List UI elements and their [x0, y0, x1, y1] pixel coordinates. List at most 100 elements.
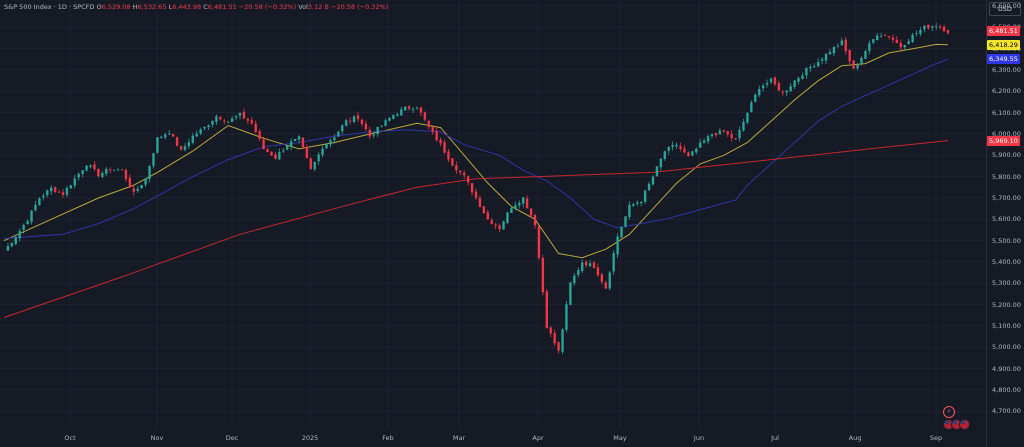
candlestick — [545, 288, 548, 329]
candlestick — [309, 156, 312, 170]
candlestick — [22, 223, 25, 234]
candlestick — [482, 205, 486, 214]
candlestick — [675, 142, 678, 149]
candlestick — [266, 147, 269, 153]
candlestick — [404, 106, 407, 111]
candlestick — [203, 126, 206, 131]
candlestick — [179, 145, 183, 152]
candlestick — [588, 259, 592, 268]
candlestick — [801, 72, 804, 80]
candlestick — [761, 83, 765, 92]
candlestick — [632, 203, 635, 207]
candlestick — [65, 185, 69, 198]
candlestick — [836, 43, 840, 48]
candlestick — [34, 201, 37, 212]
candlestick — [537, 225, 541, 260]
candlestick — [533, 213, 537, 229]
candlestick — [879, 32, 883, 38]
candlestick — [313, 161, 316, 172]
candlestick — [636, 200, 639, 206]
candlestick — [18, 228, 21, 242]
x-tick-label: 2025 — [301, 434, 319, 442]
candlestick — [809, 64, 812, 72]
y-tick-label: 4,900.00 — [992, 364, 1021, 373]
candlestick — [435, 127, 438, 142]
economic-events[interactable] — [943, 419, 973, 430]
price-tag: 6,481.51 — [987, 26, 1020, 37]
candlestick — [679, 142, 682, 152]
candlestick — [596, 263, 600, 277]
candlestick — [195, 130, 198, 138]
candlestick — [160, 135, 163, 139]
candlestick — [116, 167, 120, 171]
candlestick — [148, 164, 151, 183]
symbol-title[interactable]: S&P 500 Index · 1D · SPCFD — [4, 3, 95, 11]
close-label: C — [203, 3, 208, 11]
y-tick-label: 5,700.00 — [992, 194, 1021, 202]
candlestick — [345, 118, 348, 127]
candlestick — [573, 273, 576, 286]
y-tick-label: 5,800.00 — [992, 172, 1021, 181]
candlestick — [105, 167, 108, 176]
candlestick — [895, 35, 899, 44]
candlestick — [604, 280, 607, 290]
candlestick — [376, 126, 379, 138]
candlestick — [907, 38, 910, 45]
candlestick — [97, 168, 100, 178]
price-chart-canvas[interactable] — [0, 0, 986, 447]
candlestick — [140, 184, 143, 190]
candlestick — [112, 169, 116, 171]
candlestick — [569, 281, 572, 306]
candlestick — [817, 58, 820, 68]
candlestick — [490, 217, 493, 225]
x-tick-label: Jul — [771, 434, 779, 442]
candlestick — [557, 341, 560, 354]
candlestick — [50, 185, 53, 196]
currency-button[interactable]: USD — [989, 2, 1021, 16]
candlestick — [238, 112, 242, 120]
candlestick — [577, 267, 580, 278]
candlestick — [120, 169, 124, 171]
candlestick — [813, 63, 816, 68]
candlestick — [506, 211, 509, 225]
candlestick — [915, 30, 918, 37]
candlestick — [419, 106, 423, 116]
candlestick — [356, 111, 360, 122]
candlestick — [624, 216, 627, 229]
candlestick — [714, 132, 718, 138]
candlestick — [242, 108, 246, 120]
candlestick — [667, 145, 670, 155]
candlestick — [463, 170, 466, 179]
candlestick — [840, 37, 843, 46]
x-tick-label: Sep — [929, 434, 943, 442]
price-axis[interactable] — [986, 0, 1024, 447]
candlestick — [860, 56, 863, 66]
candlestick — [246, 117, 250, 125]
candlestick — [844, 36, 847, 55]
candlestick — [175, 136, 179, 147]
candlestick — [706, 134, 710, 144]
candlestick — [923, 25, 926, 33]
candlestick — [832, 46, 836, 57]
candlestick — [797, 76, 800, 85]
candlestick — [502, 220, 505, 230]
candlestick — [620, 226, 623, 238]
us-flag-icon[interactable] — [959, 419, 970, 430]
volume-value: 3.12 B — [307, 3, 329, 11]
candlestick — [710, 133, 714, 139]
y-tick-label: 5,500.00 — [992, 236, 1021, 245]
candlestick — [514, 201, 517, 211]
candlestick — [388, 117, 391, 122]
candlestick — [584, 260, 588, 268]
candlestick — [911, 32, 914, 43]
candlestick — [777, 80, 781, 91]
lightning-icon[interactable]: ⚡ — [943, 406, 955, 418]
candlestick — [38, 197, 41, 206]
y-tick-label: 5,000.00 — [992, 343, 1021, 352]
candlestick — [655, 165, 659, 177]
candlestick — [124, 168, 128, 182]
candlestick — [396, 112, 399, 117]
candlestick — [608, 270, 611, 291]
candlestick — [541, 254, 545, 296]
y-tick-label: 5,900.00 — [992, 151, 1021, 160]
